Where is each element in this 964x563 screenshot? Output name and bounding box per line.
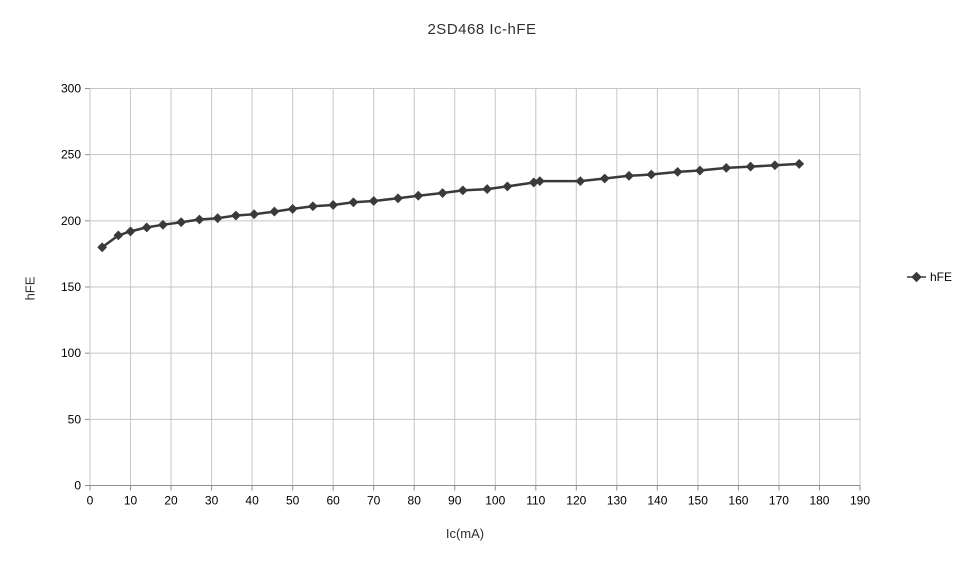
- x-tick-label: 190: [850, 494, 870, 508]
- data-point-marker: [368, 196, 379, 206]
- legend: hFE: [907, 270, 952, 284]
- legend-marker-icon: [907, 272, 926, 282]
- data-point-marker: [624, 170, 634, 181]
- x-tick-label: 10: [124, 494, 138, 508]
- data-point-marker: [141, 222, 152, 233]
- x-tick-label: 150: [688, 494, 708, 508]
- legend-label: hFE: [930, 270, 953, 284]
- x-tick-label: 120: [566, 494, 586, 508]
- data-point-marker: [534, 176, 545, 187]
- x-tick-label: 80: [408, 494, 422, 508]
- data-point-marker: [794, 159, 805, 169]
- data-point-marker: [745, 161, 756, 172]
- data-point-marker: [437, 188, 448, 198]
- y-tick-label: 50: [68, 412, 82, 426]
- data-point-marker: [599, 173, 610, 184]
- data-point-marker: [646, 169, 657, 180]
- data-point-marker: [769, 160, 780, 171]
- x-tick-label: 110: [526, 494, 545, 508]
- x-tick-label: 30: [205, 494, 219, 508]
- y-tick-label: 150: [61, 280, 81, 294]
- data-point-marker: [393, 193, 403, 204]
- chart-title: 2SD468 Ic-hFE: [427, 21, 537, 38]
- data-point-marker: [97, 242, 108, 253]
- data-point-marker: [176, 217, 187, 228]
- data-point-marker: [307, 201, 318, 212]
- data-point-marker: [194, 214, 205, 225]
- x-tick-label: 140: [647, 494, 667, 508]
- data-point-marker: [502, 181, 513, 192]
- data-point-marker: [695, 165, 705, 176]
- x-tick-label: 40: [245, 494, 259, 508]
- y-tick-label: 300: [61, 82, 81, 96]
- x-tick-label: 70: [367, 494, 381, 508]
- data-point-marker: [158, 219, 168, 230]
- data-point-marker: [413, 190, 424, 201]
- data-point-marker: [457, 185, 468, 196]
- x-tick-label: 170: [769, 494, 789, 508]
- data-point-marker: [328, 200, 339, 210]
- data-point-marker: [482, 184, 493, 194]
- data-point-marker: [249, 209, 260, 220]
- data-point-marker: [113, 230, 124, 241]
- data-point-marker: [348, 197, 359, 208]
- data-point-marker: [230, 210, 241, 221]
- x-tick-label: 0: [87, 494, 94, 508]
- data-point-marker: [672, 166, 683, 177]
- data-point-marker: [721, 162, 732, 173]
- x-tick-label: 60: [326, 494, 340, 508]
- data-point-marker: [125, 226, 136, 237]
- data-point-marker: [269, 206, 280, 217]
- series-line: [100, 162, 801, 249]
- x-tick-label: 20: [164, 494, 178, 508]
- data-point-marker: [212, 213, 223, 224]
- x-tick-label: 160: [728, 494, 748, 508]
- y-axis-title: hFE: [22, 276, 38, 301]
- x-axis-title: Ic(mA): [445, 526, 485, 541]
- y-tick-label: 100: [61, 346, 81, 360]
- x-tick-label: 90: [448, 494, 462, 508]
- y-tick-label: 200: [61, 214, 81, 228]
- data-point-marker: [287, 204, 298, 214]
- x-tick-label: 130: [607, 494, 627, 508]
- y-tick-label: 250: [61, 148, 81, 162]
- x-tick-label: 100: [485, 494, 505, 508]
- x-tick-label: 50: [286, 494, 300, 508]
- x-tick-label: 180: [809, 494, 829, 508]
- y-tick-label: 0: [74, 479, 81, 493]
- data-point-marker: [575, 176, 586, 187]
